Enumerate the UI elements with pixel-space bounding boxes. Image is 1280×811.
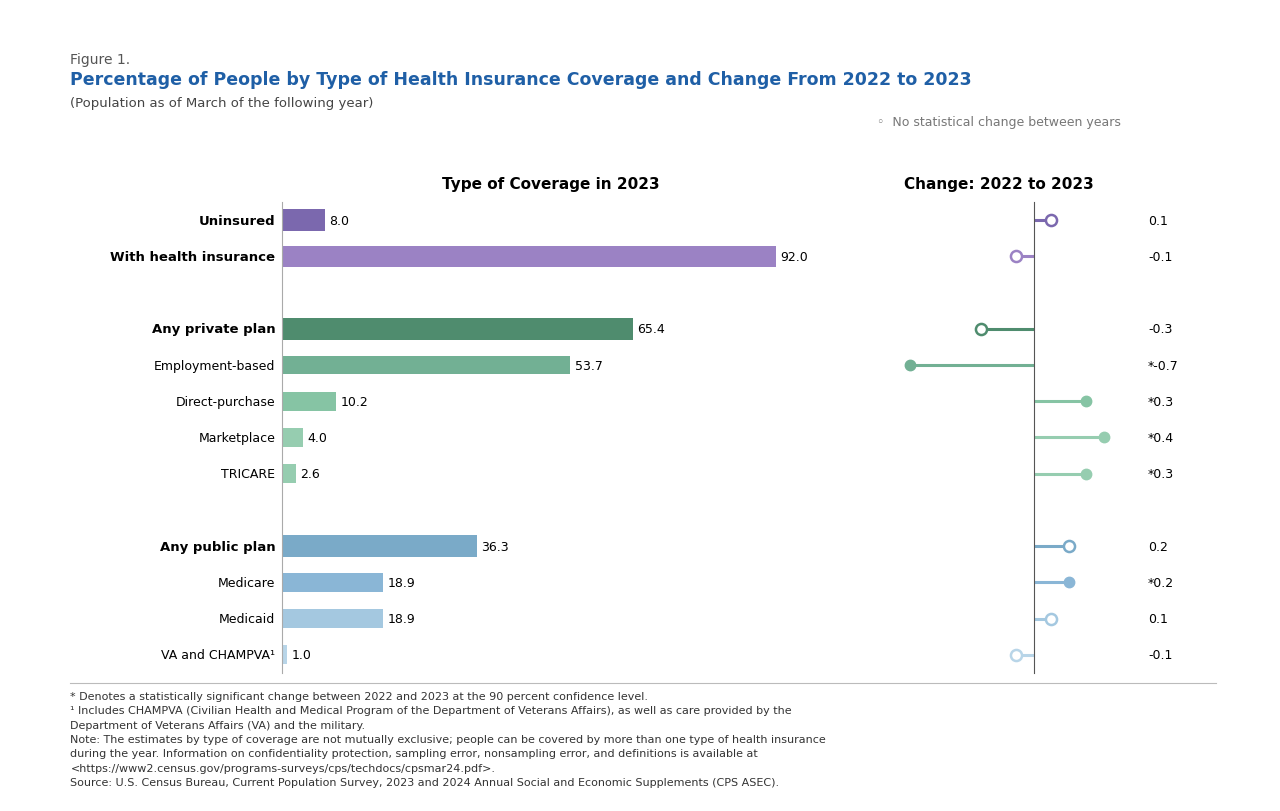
Text: *0.2: *0.2 [1148, 576, 1174, 589]
Text: (Population as of March of the following year): (Population as of March of the following… [70, 97, 374, 110]
Text: 65.4: 65.4 [637, 323, 666, 336]
Text: 18.9: 18.9 [388, 612, 415, 625]
Text: 0.2: 0.2 [1148, 540, 1167, 553]
Text: Any public plan: Any public plan [160, 540, 275, 553]
Text: Percentage of People by Type of Health Insurance Coverage and Change From 2022 t: Percentage of People by Type of Health I… [70, 71, 972, 89]
Bar [282, 609, 383, 629]
Text: ◦  No statistical change between years: ◦ No statistical change between years [877, 116, 1121, 129]
Text: -0.3: -0.3 [1148, 323, 1172, 336]
Text: VA and CHAMPVA¹: VA and CHAMPVA¹ [161, 649, 275, 662]
Title: Type of Coverage in 2023: Type of Coverage in 2023 [442, 177, 659, 192]
Text: -0.1: -0.1 [1148, 251, 1172, 264]
Text: Medicaid: Medicaid [219, 612, 275, 625]
Text: With health insurance: With health insurance [110, 251, 275, 264]
Bar [282, 210, 325, 232]
Text: *0.3: *0.3 [1148, 468, 1174, 481]
Text: Marketplace: Marketplace [198, 431, 275, 444]
Bar [282, 393, 337, 411]
Text: 0.1: 0.1 [1148, 214, 1167, 227]
Text: 0.1: 0.1 [1148, 612, 1167, 625]
Text: TRICARE: TRICARE [221, 468, 275, 481]
Text: *0.3: *0.3 [1148, 395, 1174, 408]
Text: *-0.7: *-0.7 [1148, 359, 1179, 372]
Text: 53.7: 53.7 [575, 359, 603, 372]
Text: *0.4: *0.4 [1148, 431, 1174, 444]
Bar [282, 646, 287, 664]
Text: 8.0: 8.0 [329, 214, 349, 227]
Text: Uninsured: Uninsured [198, 214, 275, 227]
Text: Employment-based: Employment-based [154, 359, 275, 372]
Bar [282, 356, 571, 375]
Bar [282, 465, 296, 483]
Text: 18.9: 18.9 [388, 576, 415, 589]
Text: Direct-purchase: Direct-purchase [175, 395, 275, 408]
Text: 4.0: 4.0 [307, 431, 328, 444]
Title: Change: 2022 to 2023: Change: 2022 to 2023 [904, 177, 1093, 192]
Text: 1.0: 1.0 [292, 649, 311, 662]
Bar [282, 247, 776, 268]
Text: 10.2: 10.2 [340, 395, 369, 408]
Bar [282, 536, 476, 557]
Text: -0.1: -0.1 [1148, 649, 1172, 662]
Bar [282, 428, 303, 448]
Text: Medicare: Medicare [218, 576, 275, 589]
Text: Figure 1.: Figure 1. [70, 53, 131, 67]
Text: 2.6: 2.6 [300, 468, 320, 481]
Bar [282, 319, 634, 340]
Text: * Denotes a statistically significant change between 2022 and 2023 at the 90 per: * Denotes a statistically significant ch… [70, 691, 826, 787]
Text: 92.0: 92.0 [781, 251, 808, 264]
Bar [282, 573, 383, 592]
Text: 36.3: 36.3 [481, 540, 508, 553]
Text: Any private plan: Any private plan [151, 323, 275, 336]
